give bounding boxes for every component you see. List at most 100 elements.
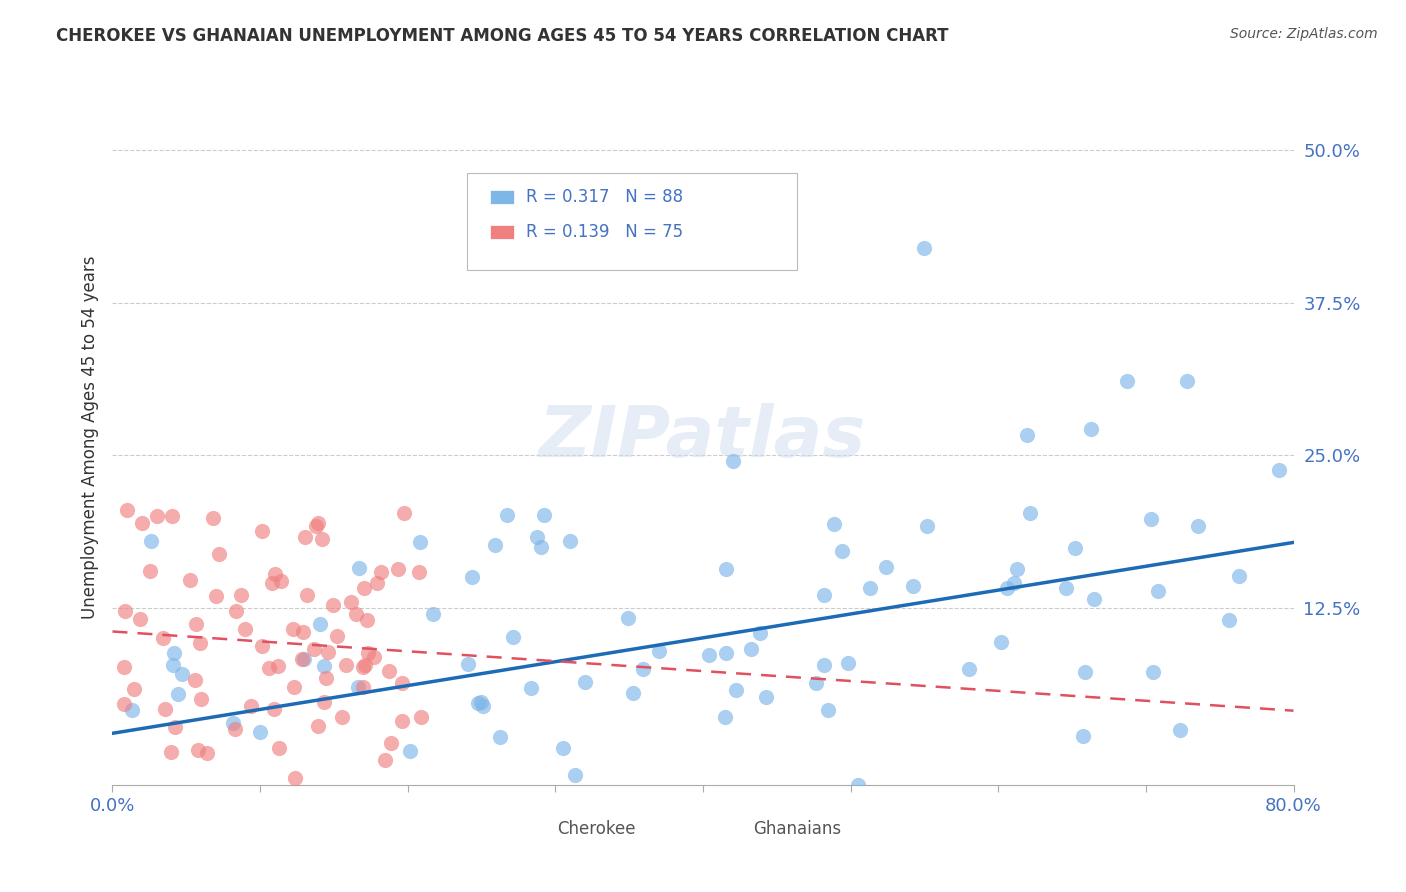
- Point: [1147, 583, 1170, 598]
- Point: [166, 687, 188, 701]
- Point: [380, 736, 402, 750]
- Point: [190, 692, 212, 706]
- Point: [1015, 427, 1038, 442]
- Point: [740, 642, 762, 657]
- Point: [308, 617, 330, 632]
- Point: [146, 805, 169, 820]
- Text: ZIPatlas: ZIPatlas: [540, 402, 866, 472]
- Point: [526, 530, 548, 544]
- Point: [409, 710, 432, 724]
- Point: [391, 676, 413, 690]
- FancyBboxPatch shape: [520, 824, 561, 844]
- Point: [617, 611, 640, 625]
- FancyBboxPatch shape: [467, 173, 797, 270]
- Point: [283, 623, 305, 637]
- Point: [1002, 576, 1025, 591]
- Point: [290, 651, 312, 665]
- FancyBboxPatch shape: [721, 824, 762, 844]
- Text: CHEROKEE VS GHANAIAN UNEMPLOYMENT AMONG AGES 45 TO 54 YEARS CORRELATION CHART: CHEROKEE VS GHANAIAN UNEMPLOYMENT AMONG …: [56, 27, 949, 45]
- Point: [269, 741, 291, 756]
- Point: [496, 508, 519, 522]
- Text: Source: ZipAtlas.com: Source: ZipAtlas.com: [1230, 27, 1378, 41]
- Point: [264, 567, 287, 582]
- Point: [990, 634, 1012, 648]
- Point: [721, 454, 744, 468]
- Point: [520, 681, 543, 695]
- Point: [165, 720, 187, 734]
- Point: [292, 624, 315, 639]
- Point: [112, 697, 135, 711]
- Point: [1142, 665, 1164, 679]
- Point: [823, 517, 845, 532]
- Point: [225, 604, 247, 618]
- Text: Cherokee: Cherokee: [557, 820, 636, 838]
- Point: [1007, 562, 1029, 576]
- Point: [374, 753, 396, 767]
- Point: [461, 570, 484, 584]
- Point: [409, 535, 432, 549]
- Point: [222, 716, 245, 731]
- Point: [252, 524, 274, 539]
- Point: [574, 675, 596, 690]
- Point: [159, 745, 181, 759]
- Point: [724, 683, 747, 698]
- Point: [995, 582, 1018, 596]
- Point: [472, 699, 495, 714]
- Point: [831, 544, 853, 558]
- Point: [294, 529, 316, 543]
- Text: R = 0.139   N = 75: R = 0.139 N = 75: [526, 223, 683, 241]
- Point: [205, 589, 228, 603]
- Point: [352, 680, 374, 694]
- Y-axis label: Unemployment Among Ages 45 to 54 years: Unemployment Among Ages 45 to 54 years: [80, 255, 98, 619]
- Point: [377, 664, 399, 678]
- Point: [146, 509, 169, 524]
- Point: [239, 698, 262, 713]
- Point: [1080, 421, 1102, 435]
- Point: [349, 561, 371, 575]
- Point: [188, 635, 211, 649]
- Point: [139, 564, 162, 578]
- Point: [352, 660, 374, 674]
- Point: [1018, 506, 1040, 520]
- Point: [875, 559, 897, 574]
- Point: [957, 662, 980, 676]
- Point: [631, 662, 654, 676]
- Point: [153, 701, 176, 715]
- Point: [387, 562, 409, 576]
- Point: [484, 538, 506, 552]
- Point: [187, 743, 209, 757]
- Point: [755, 690, 778, 704]
- Point: [347, 680, 370, 694]
- Point: [160, 509, 183, 524]
- Point: [257, 661, 280, 675]
- Point: [1175, 374, 1198, 388]
- Point: [1064, 541, 1087, 555]
- Point: [121, 703, 143, 717]
- Point: [949, 798, 972, 813]
- Point: [315, 671, 337, 685]
- Point: [332, 709, 354, 723]
- Point: [209, 792, 232, 806]
- Point: [648, 644, 671, 658]
- Point: [378, 870, 401, 884]
- Text: R = 0.317   N = 88: R = 0.317 N = 88: [526, 188, 683, 206]
- Point: [837, 656, 859, 670]
- Point: [162, 658, 184, 673]
- Point: [422, 607, 444, 621]
- FancyBboxPatch shape: [491, 225, 515, 239]
- Point: [697, 648, 720, 662]
- Point: [488, 731, 510, 745]
- Text: Ghanaians: Ghanaians: [754, 820, 842, 838]
- Point: [128, 612, 150, 626]
- Point: [233, 622, 256, 636]
- Point: [370, 566, 392, 580]
- Point: [357, 646, 380, 660]
- Point: [314, 658, 336, 673]
- Point: [305, 519, 328, 533]
- Point: [817, 703, 839, 717]
- Point: [623, 686, 645, 700]
- Point: [224, 722, 246, 736]
- Point: [312, 696, 335, 710]
- Point: [457, 657, 479, 671]
- Point: [1227, 568, 1250, 582]
